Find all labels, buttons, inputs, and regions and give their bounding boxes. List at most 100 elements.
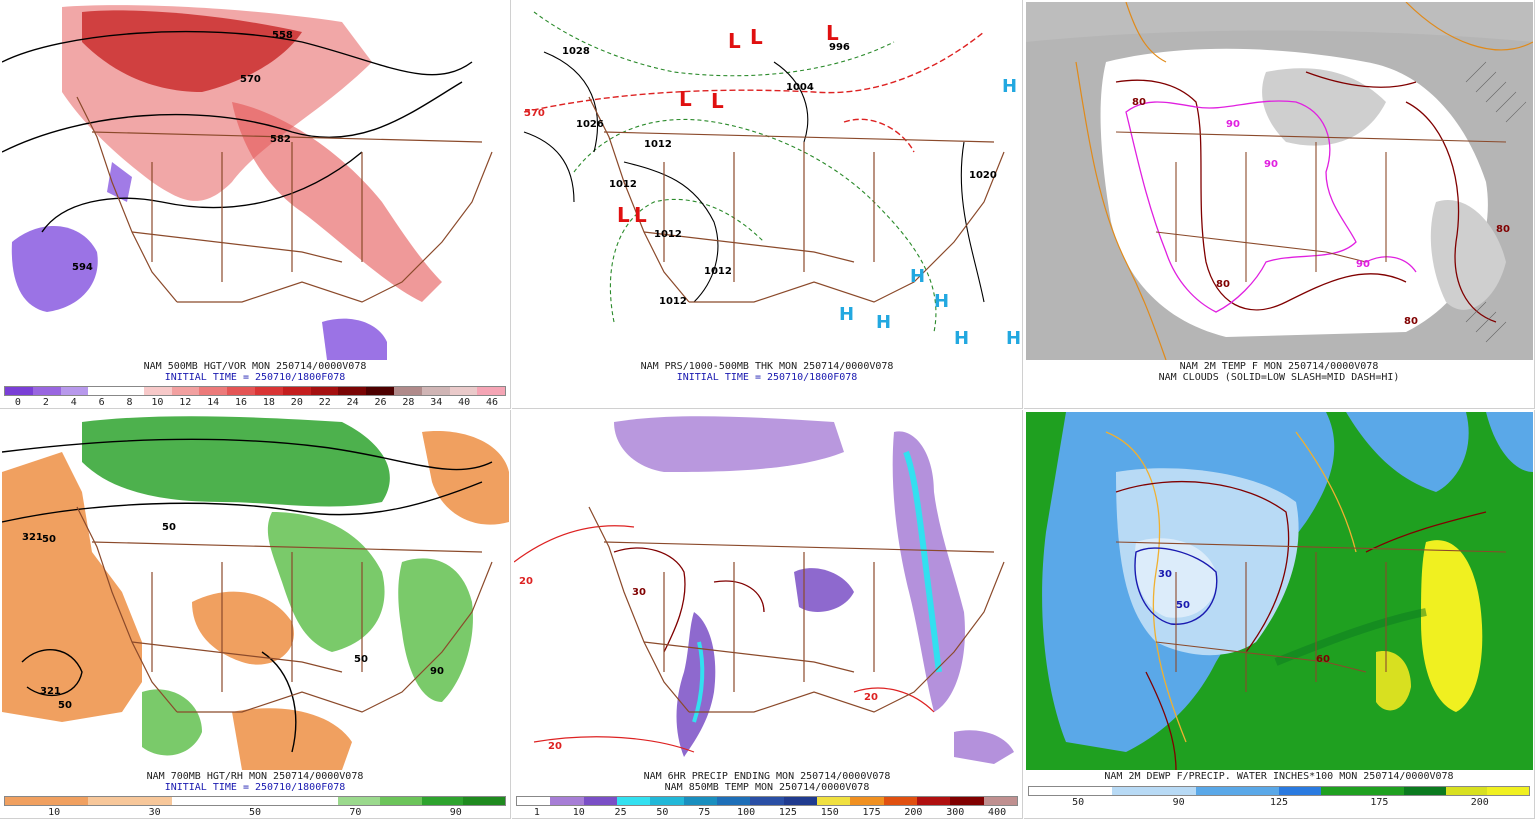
low-pressure-marker: L xyxy=(634,203,647,227)
colorbar-swatch xyxy=(421,387,450,395)
colorbar-swatch xyxy=(1112,787,1155,795)
colorbar-tick-label: 34 xyxy=(430,397,443,408)
colorbar-swatch xyxy=(5,387,33,395)
panel-caption: NAM 6HR PRECIP ENDING MON 250714/0000V07… xyxy=(643,771,891,782)
isobar-label: 996 xyxy=(829,42,850,53)
colorbar-ticks: 1 10 25 50 75 100 125 150 175 200 300 400 xyxy=(516,807,1018,818)
colorbar-tick-label: 175 xyxy=(862,807,881,818)
high-pressure-marker: H xyxy=(954,328,969,349)
temperature-label: 90 xyxy=(1356,259,1370,270)
low-pressure-marker: L xyxy=(617,203,630,227)
panel-6hr-precip-850mb[interactable]: 20 30 20 20 NAM 6HR PRECIP ENDING MON 25… xyxy=(512,410,1023,819)
colorbar-tick-label: 125 xyxy=(1269,797,1289,808)
panel-initial-time: INITIAL TIME = 250710/1800F078 xyxy=(676,372,858,383)
panel-500mb-vorticity[interactable]: 558 570 582 594 NAM 500MB HGT/VOR MON 25… xyxy=(0,0,511,409)
colorbar-tick-label: 30 xyxy=(148,807,161,818)
colorbar-tick-label: 300 xyxy=(946,807,965,818)
colorbar-swatch xyxy=(88,797,131,805)
colorbar-swatch xyxy=(282,387,311,395)
colorbar-swatch xyxy=(421,797,464,805)
colorbar xyxy=(1028,786,1530,796)
colorbar-tick-label: 22 xyxy=(318,397,331,408)
rh-label: 50 xyxy=(42,534,56,545)
colorbar-tick-label: 24 xyxy=(346,397,359,408)
colorbar-swatch xyxy=(883,797,917,805)
colorbar-swatch xyxy=(1320,787,1363,795)
colorbar-swatch xyxy=(143,387,172,395)
colorbar-swatch xyxy=(1237,787,1280,795)
colorbar-tick-label: 12 xyxy=(179,397,192,408)
colorbar-swatch xyxy=(199,387,228,395)
panel-caption: NAM 2M DEWP F/PRECIP. WATER INCHES*100 M… xyxy=(1104,771,1454,782)
low-pressure-marker: L xyxy=(728,29,741,53)
contour-label: 558 xyxy=(272,30,293,41)
colorbar-swatch xyxy=(1445,787,1488,795)
colorbar-swatch xyxy=(171,797,214,805)
colorbar-tick-label: 90 xyxy=(1172,797,1185,808)
colorbar-tick-label: 4 xyxy=(70,397,77,408)
temperature-label: 80 xyxy=(1132,97,1146,108)
colorbar-tick-label: 18 xyxy=(262,397,275,408)
colorbar-tick-label: 125 xyxy=(778,807,797,818)
colorbar-swatch xyxy=(46,797,89,805)
colorbar-swatch xyxy=(393,387,422,395)
isobar-label: 1012 xyxy=(609,179,637,190)
colorbar-swatch xyxy=(5,797,47,805)
high-pressure-marker: H xyxy=(1006,328,1021,349)
colorbar-swatch xyxy=(32,387,61,395)
colorbar-swatch xyxy=(60,387,89,395)
panel-caption: NAM PRS/1000-500MB THK MON 250714/0000V0… xyxy=(640,361,894,372)
colorbar-tick-label: 10 xyxy=(572,807,585,818)
low-pressure-marker: L xyxy=(826,21,839,45)
panel-caption-secondary: NAM 850MB TEMP MON 250714/0000V078 xyxy=(664,782,870,793)
colorbar-swatch xyxy=(116,387,144,395)
temperature-label: 90 xyxy=(1264,159,1278,170)
colorbar-swatch xyxy=(983,797,1017,805)
dewpoint-label: 30 xyxy=(1158,569,1172,580)
colorbar-tick-label: 200 xyxy=(1470,797,1489,808)
colorbar-swatch xyxy=(683,797,717,805)
colorbar-swatch xyxy=(816,797,851,805)
colorbar-ticks: 50 90 125 175 200 xyxy=(1028,797,1530,808)
colorbar-swatch xyxy=(463,797,506,805)
colorbar-swatch xyxy=(1362,787,1405,795)
panel-700mb-rh[interactable]: 321 50 50 50 50 90 321 NAM 700MB HGT/RH … xyxy=(0,410,511,819)
colorbar-swatch xyxy=(338,387,367,395)
colorbar-swatch xyxy=(88,387,117,395)
panel-dewpoint-precip-water[interactable]: 30 50 60 NAM 2M DEWP F/PRECIP. WATER INC… xyxy=(1024,410,1535,819)
colorbar-swatch xyxy=(1195,787,1238,795)
map-700mb-rh: 321 50 50 50 50 90 321 xyxy=(2,412,509,770)
colorbar xyxy=(4,796,506,806)
panel-2m-temp-clouds[interactable]: 80 90 90 80 90 80 80 NAM 2M TEMP F MON 2… xyxy=(1024,0,1535,409)
colorbar-swatch xyxy=(916,797,951,805)
dewpoint-label: 60 xyxy=(1316,654,1330,665)
colorbar-swatch xyxy=(255,387,283,395)
panel-caption: NAM 2M TEMP F MON 250714/0000V078 xyxy=(1179,361,1379,372)
colorbar-swatch xyxy=(517,797,551,805)
high-pressure-marker: H xyxy=(1002,76,1017,97)
colorbar-swatch xyxy=(130,797,172,805)
rh-label: 50 xyxy=(58,700,72,711)
isobar-label: 1028 xyxy=(562,46,590,57)
colorbar-swatch xyxy=(171,387,200,395)
colorbar-swatch xyxy=(1279,787,1321,795)
colorbar-swatch xyxy=(338,797,381,805)
colorbar xyxy=(4,386,506,396)
colorbar-tick-label: 0 xyxy=(14,397,21,408)
colorbar-tick-label: 14 xyxy=(207,397,220,408)
panel-initial-time: INITIAL TIME = 250710/1800F078 xyxy=(164,782,346,793)
temperature-label: 20 xyxy=(519,576,533,587)
colorbar-tick-label: 2 xyxy=(42,397,49,408)
colorbar-swatch xyxy=(296,797,339,805)
panel-pressure-thickness[interactable]: 1028 1026 1012 1012 1012 1012 1012 1004 … xyxy=(512,0,1023,409)
colorbar-swatch xyxy=(310,387,339,395)
colorbar-swatch xyxy=(366,387,394,395)
map-6hr-precip-850mb: 20 30 20 20 xyxy=(514,412,1021,770)
colorbar-swatch xyxy=(380,797,422,805)
colorbar xyxy=(516,796,1018,806)
colorbar-swatch xyxy=(227,387,256,395)
colorbar-tick-label: 1 xyxy=(533,807,540,818)
colorbar-tick-label: 6 xyxy=(98,397,105,408)
isobar-label: 1026 xyxy=(576,119,604,130)
colorbar-tick-label: 200 xyxy=(904,807,923,818)
